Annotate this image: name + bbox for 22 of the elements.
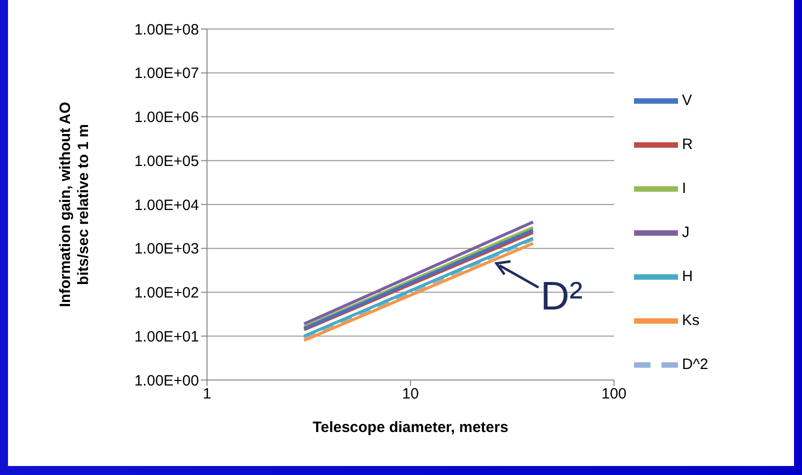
legend-label: Ks <box>682 312 700 329</box>
legend-label: D^2 <box>682 356 708 373</box>
legend-label: R <box>682 136 693 153</box>
x-axis-title: Telescope diameter, meters <box>312 419 508 436</box>
legend-label: I <box>682 180 686 197</box>
annotation: D² <box>540 274 583 318</box>
x-tick-label: 1 <box>202 386 212 403</box>
y-tick-label: 1.00E+06 <box>134 109 199 126</box>
y-tick-label: 1.00E+01 <box>134 328 199 346</box>
legend-label: V <box>682 92 692 109</box>
y-tick-label: 1.00E+04 <box>134 196 199 214</box>
y-tick-label: 1.00E+05 <box>134 152 199 170</box>
legend-label: H <box>682 268 693 285</box>
x-tick-label: 10 <box>402 386 419 403</box>
y-tick-label: 1.00E+03 <box>134 240 199 258</box>
y-tick-label: 1.00E+02 <box>134 284 199 302</box>
y-tick-label: 1.00E+08 <box>134 21 199 38</box>
y-tick-label: 1.00E+07 <box>134 65 199 82</box>
y-tick-label: 1.00E+00 <box>134 372 199 390</box>
legend-label: J <box>682 224 690 241</box>
x-tick-label: 100 <box>601 386 627 403</box>
y-axis-title: Information gain, without AO bits/sec relative to 1 m <box>57 102 92 308</box>
